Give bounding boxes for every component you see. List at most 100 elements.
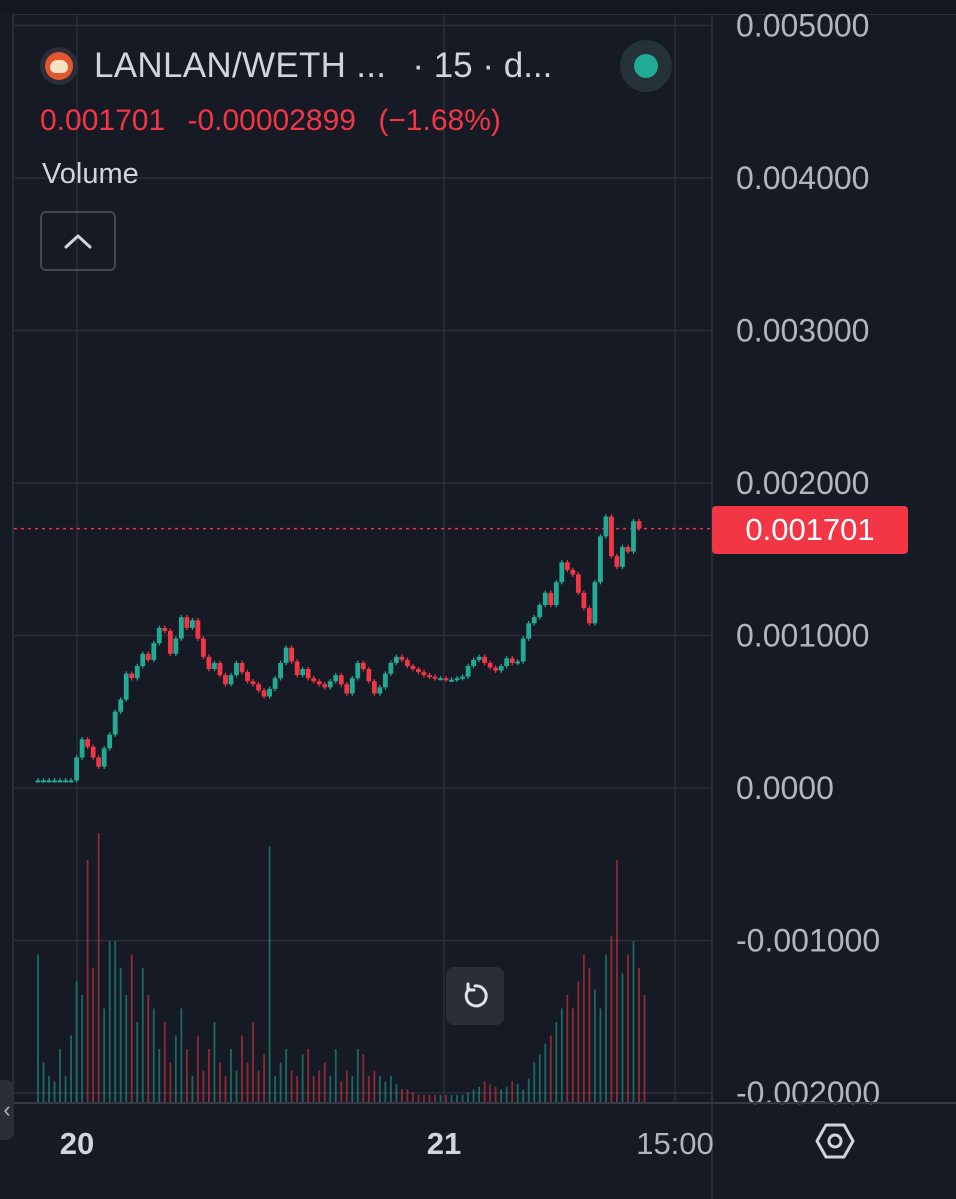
candle-body	[382, 673, 388, 688]
volume-indicator-label[interactable]: Volume	[42, 158, 139, 190]
candle-body	[338, 675, 344, 685]
candle-body	[620, 547, 625, 567]
market-status-indicator[interactable]	[620, 40, 672, 92]
candle-body	[74, 757, 79, 781]
volume-bar	[566, 995, 569, 1103]
candle-body	[63, 780, 68, 783]
price-tick-label: -0.001000	[736, 923, 880, 959]
chart-settings-button[interactable]	[812, 1118, 858, 1164]
volume-bar	[494, 1086, 497, 1103]
volume-bar	[241, 1035, 243, 1103]
candle-body	[68, 780, 74, 783]
volume-bar	[202, 1070, 205, 1103]
candle-body	[140, 653, 146, 666]
candle-body	[553, 582, 559, 605]
candle-body	[101, 748, 107, 767]
candle-body	[184, 617, 190, 628]
candle-body	[443, 678, 449, 681]
candle-body	[228, 675, 234, 685]
toggle-side-panel-button[interactable]: ‹	[0, 1080, 14, 1140]
last-price-value: 0.001701	[40, 104, 166, 137]
volume-bar	[97, 833, 100, 1103]
volume-bar	[81, 995, 84, 1103]
volume-bar	[224, 1076, 227, 1103]
candle-body	[316, 681, 322, 685]
axes: 0.005000 0.004000 0.003000 0.002000 0.001000…	[14, 8, 956, 1199]
settings-hexagon-icon	[815, 1123, 855, 1159]
candle-body	[603, 516, 609, 537]
candle-body	[344, 684, 350, 694]
volume-bar	[367, 1076, 370, 1103]
candle-body	[542, 592, 548, 605]
volume-bar	[235, 1070, 238, 1103]
candle-body	[493, 667, 499, 671]
volume-bar	[340, 1081, 343, 1103]
volume-bar	[268, 846, 271, 1103]
volume-bar	[582, 954, 585, 1103]
volume-bar	[356, 1049, 359, 1103]
candle-body	[52, 780, 57, 783]
collapse-legend-button[interactable]	[40, 211, 116, 271]
volume-bar	[351, 1076, 354, 1103]
volume-bar	[401, 1089, 403, 1103]
volume-bar	[389, 1076, 392, 1103]
volume-bar	[125, 995, 128, 1103]
candle-body	[449, 679, 454, 682]
volume-bar	[274, 1076, 276, 1103]
reset-chart-button[interactable]	[446, 967, 504, 1025]
candle-body	[487, 662, 493, 668]
volume-bar	[103, 1008, 106, 1103]
volume-bar	[196, 1035, 199, 1103]
top-bar	[0, 0, 956, 15]
volume-bar	[560, 1008, 563, 1103]
candle-body	[195, 620, 201, 639]
candle-body	[272, 678, 278, 689]
volume-bar	[406, 1089, 409, 1103]
volume-bar	[152, 1008, 155, 1103]
volume-bar	[185, 1049, 188, 1103]
volume-bar	[263, 1054, 265, 1103]
lanlan-token-logo-icon[interactable]	[40, 47, 78, 85]
candle-body	[520, 638, 526, 662]
candle-body	[537, 605, 543, 618]
interval-label[interactable]: · 15 · d...	[412, 46, 553, 85]
volume-bar	[588, 968, 591, 1103]
candle-body	[41, 780, 46, 783]
volume-bar	[445, 1094, 447, 1103]
volume-bar	[428, 1094, 431, 1103]
candle-body	[575, 574, 581, 593]
price-change-value: -0.00002899	[187, 104, 356, 137]
candle-body	[256, 684, 261, 691]
volume-bar	[450, 1094, 453, 1103]
candle-body	[129, 673, 135, 679]
candle-body	[476, 656, 482, 660]
candle-body	[206, 656, 212, 670]
candle-body	[278, 662, 284, 679]
volume-bar	[318, 1070, 321, 1103]
candle-body	[261, 690, 267, 697]
volume-bar	[544, 1043, 547, 1103]
volume-bar	[472, 1089, 475, 1103]
candle-body	[498, 666, 504, 671]
left-edge-panel	[0, 14, 14, 1104]
candle-body	[504, 658, 510, 666]
price-tick-label: 0.001000	[736, 618, 869, 654]
candle-body	[399, 656, 405, 660]
volume-bar	[119, 968, 122, 1103]
candle-body	[107, 734, 113, 749]
volume-bar	[511, 1081, 514, 1103]
volume-bar	[246, 1062, 249, 1103]
volume-bar	[489, 1084, 492, 1103]
symbol-label[interactable]: LANLAN/WETH ...	[94, 46, 387, 85]
candle-body	[118, 699, 124, 712]
volume-bar	[434, 1094, 436, 1103]
volume-bar	[230, 1049, 232, 1103]
candle-body	[410, 666, 416, 670]
volume-bar	[555, 1022, 558, 1103]
volume-bar	[290, 1070, 293, 1103]
time-tick-label: 21	[427, 1126, 461, 1161]
volume-bar	[533, 1062, 536, 1103]
candle-body	[212, 662, 217, 670]
candle-body	[239, 662, 245, 673]
